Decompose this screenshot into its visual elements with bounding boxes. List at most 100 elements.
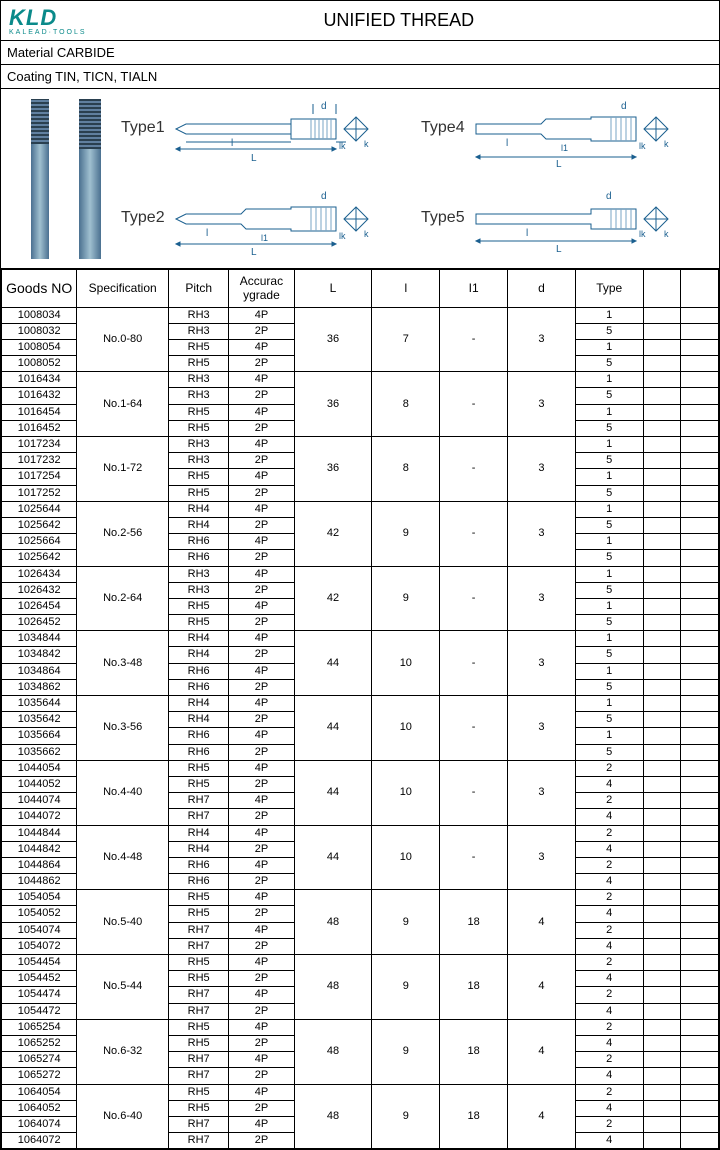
type-cell: 4: [575, 809, 643, 825]
type-cell: 4: [575, 776, 643, 792]
l-cell: 9: [372, 501, 440, 566]
accuracy-cell: 4P: [229, 760, 294, 776]
pitch-cell: RH3: [169, 566, 229, 582]
pitch-cell: RH7: [169, 1116, 229, 1132]
pitch-cell: RH6: [169, 857, 229, 873]
accuracy-cell: 2P: [229, 582, 294, 598]
d-cell: 3: [508, 825, 576, 890]
blank-cell: [643, 1003, 681, 1019]
L-cell: 42: [294, 566, 372, 631]
blank-cell: [643, 696, 681, 712]
d-cell: 3: [508, 437, 576, 502]
l-cell: 8: [372, 437, 440, 502]
blank-cell: [643, 1019, 681, 1035]
accuracy-cell: 4P: [229, 566, 294, 582]
svg-text:k: k: [664, 229, 669, 239]
l1-cell: -: [440, 631, 508, 696]
logo-sub: KALEAD·TOOLS: [9, 29, 87, 36]
blank-cell: [643, 1068, 681, 1084]
type-cell: 5: [575, 550, 643, 566]
accuracy-cell: 2P: [229, 420, 294, 436]
goods-no: 1064054: [2, 1084, 77, 1100]
accuracy-cell: 4P: [229, 307, 294, 323]
blank-cell: [681, 356, 719, 372]
accuracy-cell: 2P: [229, 615, 294, 631]
type-cell: 2: [575, 987, 643, 1003]
type-cell: 5: [575, 453, 643, 469]
accuracy-cell: 2P: [229, 938, 294, 954]
spec-cell: No.5-44: [77, 955, 169, 1020]
blank-cell: [681, 453, 719, 469]
svg-text:d: d: [321, 191, 327, 202]
col-header: L: [294, 269, 372, 307]
d-cell: 4: [508, 1084, 576, 1149]
blank-cell: [643, 825, 681, 841]
blank-cell: [643, 728, 681, 744]
pitch-cell: RH7: [169, 922, 229, 938]
accuracy-cell: 2P: [229, 647, 294, 663]
goods-no: 1034862: [2, 679, 77, 695]
type-cell: 2: [575, 1116, 643, 1132]
accuracy-cell: 2P: [229, 453, 294, 469]
spec-cell: No.5-40: [77, 890, 169, 955]
blank-cell: [681, 339, 719, 355]
pitch-cell: RH5: [169, 971, 229, 987]
tool-photo-2: [79, 99, 101, 259]
accuracy-cell: 4P: [229, 339, 294, 355]
accuracy-cell: 2P: [229, 323, 294, 339]
blank-cell: [643, 307, 681, 323]
accuracy-cell: 4P: [229, 696, 294, 712]
page-title: UNIFIED THREAD: [87, 10, 711, 31]
goods-no: 1008054: [2, 339, 77, 355]
table-row: 1035644No.3-56RH44P4410-31: [2, 696, 719, 712]
logo-text: KLD: [9, 5, 57, 30]
goods-no: 1025644: [2, 501, 77, 517]
blank-cell: [681, 857, 719, 873]
blank-cell: [643, 1116, 681, 1132]
accuracy-cell: 2P: [229, 776, 294, 792]
blank-cell: [681, 485, 719, 501]
L-cell: 44: [294, 825, 372, 890]
goods-no: 1026432: [2, 582, 77, 598]
spec-cell: No.4-40: [77, 760, 169, 825]
goods-no: 1035642: [2, 712, 77, 728]
pitch-cell: RH6: [169, 874, 229, 890]
blank-cell: [681, 420, 719, 436]
col-header: Goods NO: [2, 269, 77, 307]
logo: KLD KALEAD·TOOLS: [9, 5, 87, 36]
col-header: Accuracygrade: [229, 269, 294, 307]
blank-cell: [643, 1100, 681, 1116]
blank-cell: [643, 517, 681, 533]
blank-cell: [643, 534, 681, 550]
blank-cell: [681, 679, 719, 695]
goods-no: 1054452: [2, 971, 77, 987]
type-cell: 2: [575, 890, 643, 906]
accuracy-cell: 2P: [229, 1100, 294, 1116]
spec-cell: No.1-72: [77, 437, 169, 502]
pitch-cell: RH5: [169, 1100, 229, 1116]
pitch-cell: RH5: [169, 404, 229, 420]
spec-cell: No.0-80: [77, 307, 169, 372]
accuracy-cell: 4P: [229, 1116, 294, 1132]
blank-cell: [643, 598, 681, 614]
blank-cell: [643, 938, 681, 954]
blank-cell: [643, 615, 681, 631]
accuracy-cell: 4P: [229, 1019, 294, 1035]
blank-cell: [643, 890, 681, 906]
type-cell: 2: [575, 825, 643, 841]
goods-no: 1064072: [2, 1133, 77, 1149]
spec-cell: No.3-48: [77, 631, 169, 696]
d-cell: 3: [508, 760, 576, 825]
d-cell: 4: [508, 890, 576, 955]
type-cell: 1: [575, 566, 643, 582]
spec-cell: No.6-40: [77, 1084, 169, 1149]
type-cell: 5: [575, 485, 643, 501]
svg-text:l: l: [506, 138, 508, 149]
type-cell: 1: [575, 534, 643, 550]
goods-no: 1065274: [2, 1052, 77, 1068]
pitch-cell: RH7: [169, 1068, 229, 1084]
goods-no: 1016454: [2, 404, 77, 420]
blank-cell: [643, 1133, 681, 1149]
svg-text:lk: lk: [639, 141, 646, 151]
accuracy-cell: 2P: [229, 841, 294, 857]
